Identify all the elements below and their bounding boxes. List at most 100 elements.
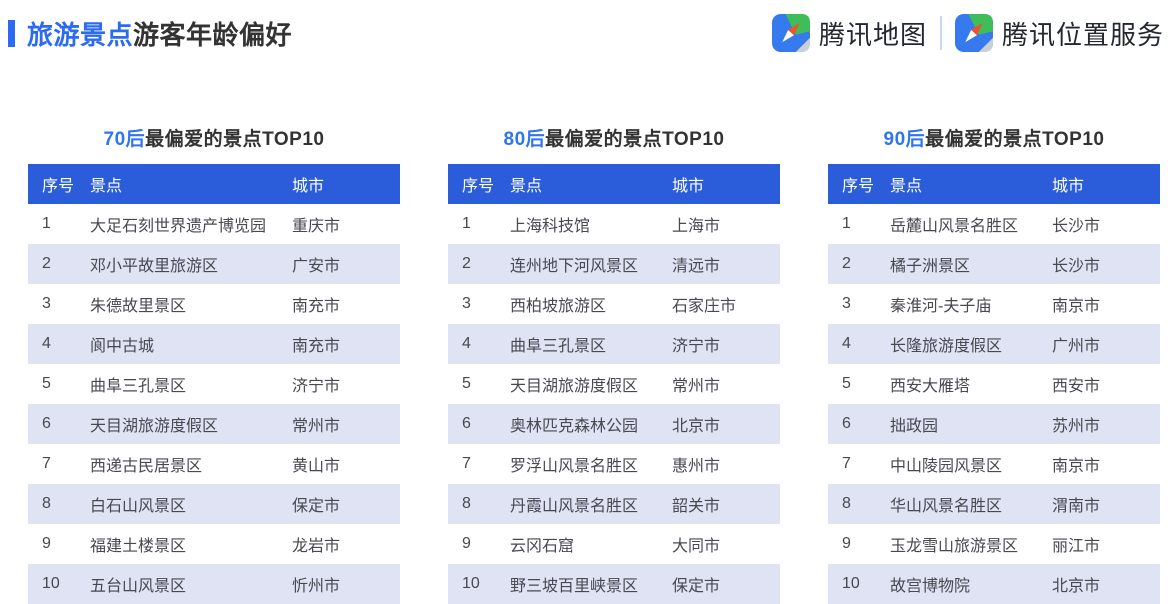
city-cell: 龙岩市 (292, 538, 341, 555)
col-header-rank: 序号 (28, 164, 90, 204)
table-70s: 70后最偏爱的景点TOP10 序号 景点 城市 1 大足石刻世界遗产博览园 重庆市 2… (28, 124, 400, 604)
attraction-cell: 福建土楼景区 (90, 538, 187, 555)
table-70s-title: 70后最偏爱的景点TOP10 (28, 124, 400, 151)
rank-cell: 3 (842, 295, 851, 312)
title-accent-bar (8, 19, 15, 47)
attraction-cell: 天目湖旅游度假区 (510, 378, 639, 395)
col-header-rank: 序号 (448, 164, 510, 204)
city-cell: 南充市 (292, 338, 341, 355)
rank-cell: 5 (842, 375, 851, 392)
city-cell: 韶关市 (672, 498, 721, 515)
attraction-cell: 连州地下河风景区 (510, 258, 639, 275)
rank-cell: 4 (842, 335, 851, 352)
col-header-attraction: 景点 (510, 164, 672, 204)
attraction-cell: 西柏坡旅游区 (510, 298, 607, 315)
city-cell: 西安市 (1052, 378, 1101, 395)
attraction-cell: 岳麓山风景名胜区 (890, 218, 1019, 235)
brand-area: 腾讯地图 腾讯位置服务 (771, 14, 1164, 52)
page-title-block: 旅游景点游客年龄偏好 (8, 15, 292, 52)
table-row: 10 五台山风景区 忻州市 (28, 564, 400, 604)
city-cell: 南充市 (292, 298, 341, 315)
table-80s-title-highlight: 80后 (503, 129, 546, 150)
rank-cell: 5 (42, 375, 51, 392)
rank-cell: 1 (842, 215, 851, 232)
attraction-cell: 西递古民居景区 (90, 458, 203, 475)
col-header-city: 城市 (292, 164, 400, 204)
table-70s-title-highlight: 70后 (103, 129, 146, 150)
city-cell: 清远市 (672, 258, 721, 275)
city-cell: 济宁市 (672, 338, 721, 355)
rank-cell: 2 (842, 255, 851, 272)
table-header-row: 序号 景点 城市 (828, 164, 1160, 204)
table-row: 7 罗浮山风景名胜区 惠州市 (448, 444, 780, 484)
city-cell: 大同市 (672, 538, 721, 555)
tables-area: 70后最偏爱的景点TOP10 序号 景点 城市 1 大足石刻世界遗产博览园 重庆市 2… (0, 124, 1174, 604)
attraction-cell: 天目湖旅游度假区 (90, 418, 219, 435)
tencent-location-logo[interactable]: 腾讯位置服务 (954, 14, 1164, 52)
rank-cell: 6 (842, 415, 851, 432)
table-row: 6 奥林匹克森林公园 北京市 (448, 404, 780, 444)
table-row: 1 大足石刻世界遗产博览园 重庆市 (28, 204, 400, 244)
table-row: 3 朱德故里景区 南充市 (28, 284, 400, 324)
city-cell: 保定市 (292, 498, 341, 515)
attraction-cell: 曲阜三孔景区 (90, 378, 187, 395)
rank-cell: 7 (842, 455, 851, 472)
rank-cell: 8 (462, 495, 471, 512)
page-title-rest: 游客年龄偏好 (133, 19, 293, 50)
page-title: 旅游景点游客年龄偏好 (27, 15, 292, 52)
rank-cell: 1 (42, 215, 51, 232)
top10-table: 序号 景点 城市 1 岳麓山风景名胜区 长沙市 2 橘子洲景区 长沙市 3 秦淮河-夫子庙 南京… (828, 164, 1160, 604)
rank-cell: 7 (42, 455, 51, 472)
table-row: 10 野三坡百里峡景区 保定市 (448, 564, 780, 604)
rank-cell: 10 (462, 575, 480, 592)
attraction-cell: 曲阜三孔景区 (510, 338, 607, 355)
city-cell: 北京市 (672, 418, 721, 435)
table-row: 6 天目湖旅游度假区 常州市 (28, 404, 400, 444)
table-row: 3 秦淮河-夫子庙 南京市 (828, 284, 1160, 324)
tencent-maps-label: 腾讯地图 (818, 19, 927, 50)
rank-cell: 4 (42, 335, 51, 352)
table-header-row: 序号 景点 城市 (448, 164, 780, 204)
page-title-highlight: 旅游景点 (27, 19, 134, 50)
attraction-cell: 奥林匹克森林公园 (510, 418, 639, 435)
rank-cell: 5 (462, 375, 471, 392)
rank-cell: 8 (42, 495, 51, 512)
rank-cell: 8 (842, 495, 851, 512)
table-80s-title: 80后最偏爱的景点TOP10 (448, 124, 780, 151)
city-cell: 常州市 (292, 418, 341, 435)
table-80s: 80后最偏爱的景点TOP10 序号 景点 城市 1 上海科技馆 上海市 2 连州地下河风… (448, 124, 780, 604)
rank-cell: 10 (842, 575, 860, 592)
col-header-attraction: 景点 (890, 164, 1052, 204)
top10-table: 序号 景点 城市 1 上海科技馆 上海市 2 连州地下河风景区 清远市 3 西柏坡旅游区 石家庄… (448, 164, 780, 604)
city-cell: 重庆市 (292, 218, 341, 235)
table-row: 5 曲阜三孔景区 济宁市 (28, 364, 400, 404)
rank-cell: 1 (462, 215, 471, 232)
attraction-cell: 五台山风景区 (90, 578, 187, 595)
tencent-maps-logo[interactable]: 腾讯地图 (771, 14, 927, 52)
attraction-cell: 中山陵园风景区 (890, 458, 1003, 475)
attraction-cell: 拙政园 (890, 418, 939, 435)
table-90s: 90后最偏爱的景点TOP10 序号 景点 城市 1 岳麓山风景名胜区 长沙市 2 橘子洲… (828, 124, 1160, 604)
attraction-cell: 玉龙雪山旅游景区 (890, 538, 1019, 555)
rank-cell: 4 (462, 335, 471, 352)
attraction-cell: 长隆旅游度假区 (890, 338, 1003, 355)
city-cell: 忻州市 (292, 578, 341, 595)
city-cell: 上海市 (672, 218, 721, 235)
attraction-cell: 大足石刻世界遗产博览园 (90, 218, 267, 235)
table-row: 9 玉龙雪山旅游景区 丽江市 (828, 524, 1160, 564)
attraction-cell: 秦淮河-夫子庙 (890, 298, 992, 315)
compass-icon (954, 14, 993, 52)
table-header-row: 序号 景点 城市 (28, 164, 400, 204)
table-90s-title-rest: 最偏爱的景点TOP10 (925, 129, 1105, 150)
rank-cell: 3 (462, 295, 471, 312)
rank-cell: 9 (842, 535, 851, 552)
table-90s-title-highlight: 90后 (883, 129, 926, 150)
table-row: 2 连州地下河风景区 清远市 (448, 244, 780, 284)
table-90s-title: 90后最偏爱的景点TOP10 (828, 124, 1160, 151)
city-cell: 长沙市 (1052, 218, 1101, 235)
top10-table: 序号 景点 城市 1 大足石刻世界遗产博览园 重庆市 2 邓小平故里旅游区 广安市 3 朱德故… (28, 164, 400, 604)
rank-cell: 2 (462, 255, 471, 272)
city-cell: 丽江市 (1052, 538, 1101, 555)
table-row: 5 西安大雁塔 西安市 (828, 364, 1160, 404)
city-cell: 广安市 (292, 258, 341, 275)
